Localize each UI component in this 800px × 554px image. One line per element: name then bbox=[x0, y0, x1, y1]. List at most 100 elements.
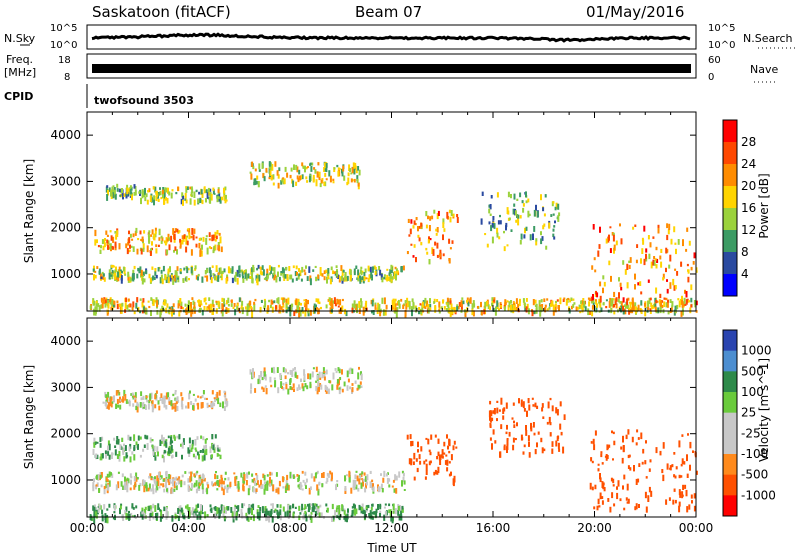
echo-cell bbox=[558, 212, 561, 217]
echo-cell bbox=[489, 437, 492, 441]
echo-cell bbox=[523, 302, 526, 308]
echo-cell bbox=[260, 479, 262, 486]
echo-cell bbox=[408, 458, 411, 465]
echo-cell bbox=[346, 275, 349, 281]
echo-cell bbox=[118, 188, 121, 193]
echo-cell bbox=[591, 486, 594, 491]
echo-cell bbox=[184, 198, 187, 201]
echo-cell bbox=[355, 484, 358, 490]
echo-cell bbox=[178, 511, 181, 515]
echo-cell bbox=[192, 405, 194, 410]
echo-cell bbox=[125, 452, 128, 459]
echo-cell bbox=[438, 310, 441, 314]
echo-cell bbox=[446, 459, 449, 466]
echo-cell bbox=[685, 299, 688, 305]
echo-cell bbox=[155, 487, 158, 493]
echo-cell bbox=[171, 310, 173, 317]
echo-cell bbox=[130, 476, 133, 479]
echo-cell bbox=[543, 223, 546, 227]
echo-cell bbox=[193, 484, 196, 488]
echo-cell bbox=[186, 307, 189, 312]
echo-cell bbox=[99, 474, 102, 479]
echo-cell bbox=[146, 199, 149, 205]
echo-cell bbox=[328, 170, 331, 177]
echo-cell bbox=[220, 246, 223, 253]
echo-cell bbox=[119, 507, 121, 515]
echo-cell bbox=[116, 454, 119, 459]
echo-cell bbox=[632, 301, 635, 308]
echo-cell bbox=[360, 385, 363, 388]
echo-cell bbox=[186, 310, 189, 314]
echo-cell bbox=[535, 240, 538, 246]
echo-cell bbox=[103, 485, 106, 490]
echo-cell bbox=[341, 369, 343, 375]
echo-cell bbox=[280, 180, 283, 185]
echo-cell bbox=[298, 515, 301, 521]
echo-cell bbox=[666, 463, 669, 470]
freq-strip: Freq. [MHz] 18 8 60 0 Nave bbox=[4, 53, 778, 83]
echo-cell bbox=[118, 392, 121, 396]
echo-cell bbox=[299, 270, 302, 276]
echo-cell bbox=[690, 494, 693, 499]
echo-cell bbox=[608, 444, 611, 448]
nsky-trace bbox=[91, 32, 691, 43]
echo-cell bbox=[306, 180, 309, 183]
echo-cell bbox=[505, 225, 507, 231]
echo-cell bbox=[148, 235, 150, 243]
echo-cell bbox=[321, 273, 324, 277]
echo-cell bbox=[462, 300, 465, 305]
colorbar-segment bbox=[723, 120, 737, 143]
echo-cell bbox=[295, 277, 298, 281]
echo-cell bbox=[493, 408, 496, 415]
echo-cell bbox=[618, 306, 621, 309]
echo-cell bbox=[266, 274, 269, 281]
echo-cell bbox=[113, 437, 116, 441]
echo-cell bbox=[338, 309, 341, 314]
echo-cell bbox=[201, 455, 204, 462]
echo-cell bbox=[304, 383, 307, 388]
echo-cell bbox=[255, 482, 258, 486]
echo-cell bbox=[439, 249, 442, 255]
echo-cell bbox=[235, 512, 238, 517]
echo-cell bbox=[480, 310, 483, 316]
echo-cell bbox=[163, 299, 166, 306]
echo-cell bbox=[169, 481, 172, 484]
echo-cell bbox=[655, 299, 658, 304]
echo-cell bbox=[223, 268, 226, 273]
echo-cell bbox=[352, 162, 355, 169]
echo-cell bbox=[338, 505, 341, 511]
echo-cell bbox=[344, 486, 347, 492]
echo-cell bbox=[216, 230, 219, 235]
echo-cell bbox=[277, 264, 280, 268]
echo-cell bbox=[143, 486, 146, 493]
echo-cell bbox=[674, 305, 677, 311]
echo-cell bbox=[631, 298, 634, 305]
echo-cell bbox=[215, 235, 218, 240]
echo-cell bbox=[188, 301, 190, 304]
echo-cell bbox=[132, 301, 135, 308]
echo-cell bbox=[174, 390, 177, 393]
echo-cell bbox=[168, 244, 171, 251]
echo-cell bbox=[159, 439, 162, 446]
echo-cell bbox=[190, 191, 193, 196]
echo-cell bbox=[298, 386, 301, 390]
echo-cell bbox=[331, 384, 334, 391]
echo-cell bbox=[110, 235, 113, 241]
echo-cell bbox=[174, 404, 177, 412]
echo-cell bbox=[199, 450, 202, 453]
echo-cell bbox=[289, 305, 292, 312]
echo-cell bbox=[303, 299, 306, 302]
echo-cell bbox=[309, 278, 312, 286]
echo-cell bbox=[301, 162, 304, 167]
echo-cell bbox=[159, 277, 162, 284]
echo-cell bbox=[240, 304, 243, 309]
echo-cell bbox=[160, 235, 163, 239]
echo-cell bbox=[201, 512, 204, 515]
echo-cell bbox=[419, 460, 422, 465]
echo-cell bbox=[278, 167, 281, 172]
echo-cell bbox=[152, 516, 155, 520]
echo-cell bbox=[480, 218, 483, 225]
echo-cell bbox=[115, 277, 118, 280]
echo-cell bbox=[126, 248, 129, 255]
echo-cell bbox=[231, 511, 234, 518]
